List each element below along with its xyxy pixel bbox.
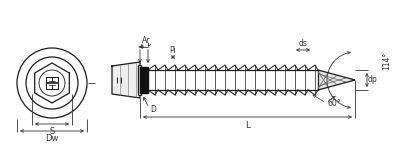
Text: Ar: Ar — [142, 36, 150, 45]
Text: ds: ds — [298, 39, 308, 48]
Text: Pi: Pi — [170, 46, 176, 55]
Polygon shape — [138, 65, 141, 95]
Text: Dw: Dw — [45, 134, 59, 143]
Text: 60°: 60° — [328, 100, 342, 108]
Polygon shape — [140, 67, 148, 93]
Text: S: S — [49, 127, 55, 136]
Text: dp: dp — [368, 76, 378, 84]
Text: 114°: 114° — [382, 52, 392, 70]
Text: L: L — [245, 121, 250, 130]
Polygon shape — [318, 70, 355, 90]
Text: D: D — [150, 104, 156, 113]
Polygon shape — [112, 62, 140, 98]
